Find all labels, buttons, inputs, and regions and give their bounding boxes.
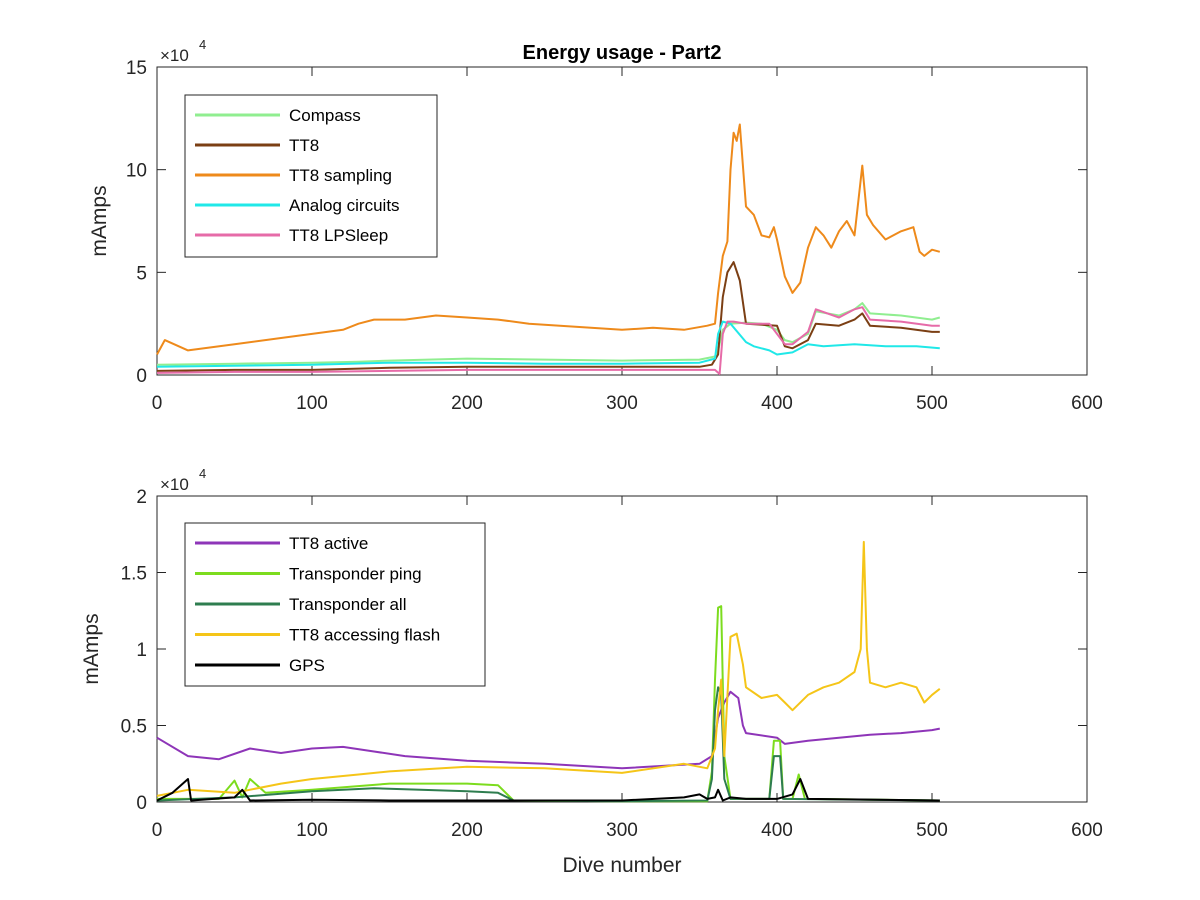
- top-exponent-base: ×10: [160, 46, 189, 65]
- top-y-ticks: 0 5 10 15: [126, 58, 1087, 387]
- bottom-legend: TT8 active Transponder ping Transponder al…: [184, 522, 486, 687]
- legend-label-gps: GPS: [289, 656, 325, 675]
- legend-label-tt8: TT8: [289, 136, 319, 155]
- top-legend-items: Compass TT8 TT8 sampling Analog circuits TT8…: [195, 106, 400, 245]
- bottom-x-tick-label: 400: [761, 820, 793, 841]
- bottom-y-axis-label: mAmps: [80, 613, 103, 684]
- series-line-tt8-lpsleep: [156, 306, 940, 375]
- bottom-x-tick-label: 300: [606, 820, 638, 841]
- top-exponent-label: ×10 4: [160, 37, 206, 65]
- series-line-tt8: [156, 261, 940, 372]
- top-x-tick-label: 500: [916, 393, 948, 414]
- bottom-y-tick-label: 0: [136, 793, 147, 814]
- legend-label-compass: Compass: [289, 106, 361, 125]
- bottom-x-tick-label: 600: [1071, 820, 1103, 841]
- top-y-axis-label: mAmps: [88, 185, 111, 256]
- legend-label-analog-circuits: Analog circuits: [289, 196, 400, 215]
- top-x-tick-label: 600: [1071, 393, 1103, 414]
- top-x-tick-label: 100: [296, 393, 328, 414]
- top-x-ticks: 0 100 200 300 400 500 600: [152, 67, 1103, 414]
- bottom-x-tick-label: 500: [916, 820, 948, 841]
- bottom-subplot: Dive number mAmps ×10 4 0 100 200 300 400 500…: [80, 466, 1103, 877]
- bottom-x-ticks: 0 100 200 300 400 500 600: [152, 496, 1103, 841]
- bottom-x-tick-label: 100: [296, 820, 328, 841]
- legend-label-tt8-accessing-flash: TT8 accessing flash: [289, 626, 440, 645]
- legend-label-transponder-ping: Transponder ping: [289, 565, 422, 584]
- legend-label-transponder-all: Transponder all: [289, 595, 407, 614]
- top-x-tick-label: 400: [761, 393, 793, 414]
- top-y-tick-label: 15: [126, 58, 147, 79]
- legend-label-tt8-lpsleep: TT8 LPSleep: [289, 226, 388, 245]
- bottom-y-tick-label: 0.5: [121, 717, 147, 738]
- top-x-tick-label: 0: [152, 393, 163, 414]
- top-y-tick-label: 0: [136, 366, 147, 387]
- bottom-exponent-power: 4: [199, 466, 206, 481]
- series-line-gps: [156, 778, 940, 802]
- top-x-tick-label: 300: [606, 393, 638, 414]
- top-y-tick-label: 5: [136, 263, 147, 284]
- top-series-layer: [156, 123, 941, 375]
- bottom-x-tick-label: 0: [152, 820, 163, 841]
- top-x-tick-label: 200: [451, 393, 483, 414]
- series-line-transponder-all: [156, 686, 940, 803]
- series-line-analog-circuits: [156, 320, 940, 368]
- bottom-legend-items: TT8 active Transponder ping Transponder al…: [195, 534, 440, 675]
- bottom-y-tick-label: 1: [136, 640, 147, 661]
- bottom-y-ticks: 0 0.5 1 1.5 2: [121, 487, 1087, 814]
- top-exponent-power: 4: [199, 37, 206, 52]
- top-subplot: Energy usage - Part2 mAmps ×10 4 0 100 200…: [88, 37, 1103, 414]
- bottom-x-tick-label: 200: [451, 820, 483, 841]
- series-line-tt8-sampling: [156, 123, 941, 355]
- top-y-tick-label: 10: [126, 161, 147, 182]
- bottom-series-layer: [156, 540, 941, 803]
- bottom-y-tick-label: 1.5: [121, 564, 147, 585]
- legend-label-tt8-active: TT8 active: [289, 534, 368, 553]
- series-line-tt8-accessing-flash: [156, 540, 941, 797]
- legend-label-tt8-sampling: TT8 sampling: [289, 166, 392, 185]
- bottom-x-axis-label: Dive number: [562, 854, 681, 877]
- bottom-y-tick-label: 2: [136, 487, 147, 508]
- bottom-exponent-label: ×10 4: [160, 466, 206, 494]
- top-chart-title: Energy usage - Part2: [523, 42, 722, 64]
- top-legend: Compass TT8 TT8 sampling Analog circuits TT8…: [184, 94, 438, 258]
- bottom-exponent-base: ×10: [160, 475, 189, 494]
